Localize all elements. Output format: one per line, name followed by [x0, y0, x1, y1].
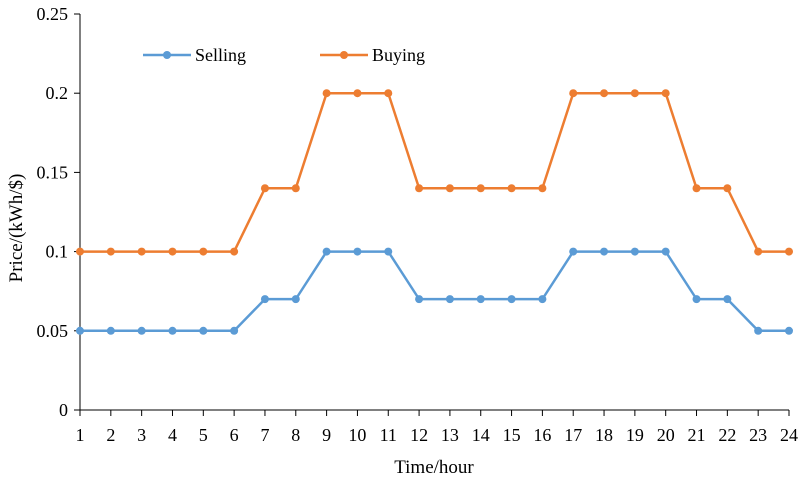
legend-marker: [340, 51, 348, 59]
x-tick-label: 21: [688, 425, 706, 445]
y-tick-label: 0.15: [37, 162, 69, 182]
series-selling: [76, 247, 793, 335]
legend: Selling Buying: [143, 45, 425, 65]
data-point: [168, 326, 177, 335]
y-tick-label: 0.1: [46, 242, 69, 262]
data-point: [230, 247, 239, 256]
legend-item-buying: Buying: [320, 45, 425, 65]
x-tick-label: 9: [322, 425, 331, 445]
data-point: [785, 326, 793, 335]
data-point: [199, 247, 208, 256]
data-point: [76, 247, 84, 256]
data-point: [785, 247, 793, 256]
data-point: [384, 89, 393, 98]
data-point: [291, 295, 300, 304]
data-point: [630, 89, 639, 98]
data-point: [507, 184, 516, 193]
data-point: [168, 247, 177, 256]
data-point: [723, 295, 732, 304]
x-tick-label: 18: [595, 425, 613, 445]
data-point: [476, 295, 485, 304]
data-point: [754, 247, 763, 256]
x-tick-label: 10: [348, 425, 366, 445]
data-point: [76, 326, 84, 335]
series-line: [80, 91, 789, 253]
data-point: [353, 247, 362, 256]
x-tick-label: 13: [441, 425, 459, 445]
data-point: [260, 295, 269, 304]
x-axis-title: Time/hour: [394, 457, 474, 478]
data-point: [476, 184, 485, 193]
plot-area: 00.050.10.150.20.25 1 2 3 4 5 6 7 8 9 10 11 12 13 14 1…: [37, 4, 799, 445]
y-tick-label: 0: [59, 400, 68, 420]
x-tick-label: 14: [472, 425, 490, 445]
series-buying: [76, 89, 793, 256]
data-point: [322, 89, 331, 98]
data-point: [600, 247, 609, 256]
x-tick-label: 4: [168, 425, 177, 445]
data-point: [723, 184, 732, 193]
y-axis-title: Price/(kWh/$): [6, 174, 27, 283]
data-point: [106, 326, 115, 335]
data-point: [291, 184, 300, 193]
data-point: [630, 247, 639, 256]
data-point: [230, 326, 239, 335]
data-point: [507, 295, 516, 304]
x-tick-label: 2: [106, 425, 115, 445]
x-tick-label: 19: [626, 425, 644, 445]
y-axis-ticks: 0 0.05 0.1 0.15 0.2 0.25: [37, 4, 80, 420]
legend-label: Buying: [372, 45, 425, 65]
data-point: [415, 295, 424, 304]
data-point: [569, 89, 578, 98]
data-point: [600, 89, 609, 98]
data-point: [137, 247, 146, 256]
x-tick-label: 17: [564, 425, 582, 445]
x-tick-label: 12: [410, 425, 428, 445]
x-tick-label: 11: [380, 425, 397, 445]
legend-item-selling: Selling: [143, 45, 246, 65]
x-axis-ticks: 1 2 3 4 5 6 7 8 9 10 11 12 13 14 15 16 17 18 19 20 21 22 23 24: [76, 410, 798, 445]
data-point: [661, 247, 670, 256]
data-point: [445, 295, 454, 304]
data-point: [538, 184, 547, 193]
x-tick-label: 3: [137, 425, 146, 445]
data-point: [322, 247, 331, 256]
y-tick-label: 0.25: [37, 4, 69, 24]
data-point: [754, 326, 763, 335]
x-tick-label: 1: [76, 425, 85, 445]
x-tick-label: 23: [749, 425, 767, 445]
x-tick-label: 8: [291, 425, 300, 445]
data-point: [260, 184, 269, 193]
y-tick-label: 0.2: [46, 83, 69, 103]
data-point: [692, 184, 701, 193]
x-tick-label: 22: [718, 425, 736, 445]
series-line: [80, 250, 789, 333]
legend-label: Selling: [195, 45, 246, 65]
x-tick-label: 6: [230, 425, 239, 445]
data-point: [538, 295, 547, 304]
x-tick-label: 16: [533, 425, 551, 445]
data-point: [661, 89, 670, 98]
x-tick-label: 15: [503, 425, 521, 445]
data-point: [353, 89, 362, 98]
x-tick-label: 7: [260, 425, 269, 445]
y-tick-label: 0.05: [37, 321, 69, 341]
legend-marker: [163, 51, 171, 59]
data-point: [199, 326, 208, 335]
series-layer: [76, 89, 793, 335]
data-point: [569, 247, 578, 256]
data-point: [137, 326, 146, 335]
x-tick-label: 24: [780, 425, 798, 445]
data-point: [106, 247, 115, 256]
data-point: [692, 295, 701, 304]
x-tick-label: 20: [657, 425, 675, 445]
data-point: [384, 247, 393, 256]
data-point: [445, 184, 454, 193]
x-tick-label: 5: [199, 425, 208, 445]
data-point: [415, 184, 424, 193]
